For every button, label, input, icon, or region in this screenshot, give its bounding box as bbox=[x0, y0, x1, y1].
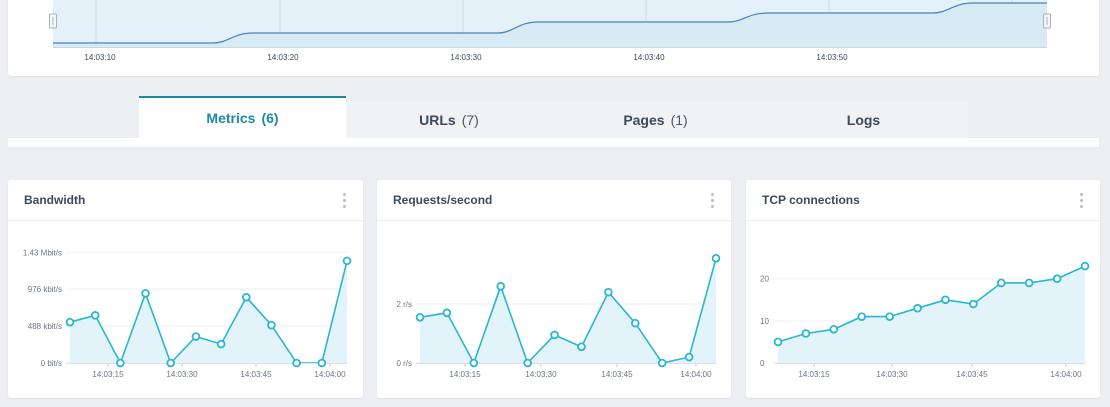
data-point bbox=[65, 317, 75, 327]
data-point bbox=[1080, 261, 1090, 271]
tcp-connections-panel-title: TCP connections bbox=[762, 193, 860, 207]
y-tick-label: 0 bit/s bbox=[41, 359, 62, 368]
y-tick-label: 20 bbox=[760, 275, 769, 284]
data-point bbox=[317, 358, 327, 368]
data-point bbox=[469, 358, 479, 368]
data-point bbox=[342, 256, 352, 266]
series-line bbox=[419, 258, 717, 365]
tab-metrics-label: Metrics bbox=[206, 110, 256, 126]
tab-logs[interactable]: Logs bbox=[759, 101, 968, 138]
series-area bbox=[70, 260, 347, 363]
timeline-tick-label: 14:03:40 bbox=[633, 53, 665, 62]
series-line bbox=[777, 265, 1086, 343]
data-point bbox=[913, 303, 922, 313]
y-tick-label: 488 kbit/s bbox=[28, 322, 62, 331]
data-point bbox=[857, 312, 867, 321]
data-point bbox=[166, 358, 176, 368]
tab-pages-count: (1) bbox=[670, 111, 688, 128]
requests-panel-header: Requests/second bbox=[377, 180, 731, 221]
timeline-tick-label: 14:03:20 bbox=[267, 53, 299, 62]
tabs-underline-strip bbox=[8, 138, 1099, 147]
data-point bbox=[969, 299, 978, 309]
y-tick-label: 2 r/s bbox=[396, 300, 412, 309]
data-point bbox=[267, 320, 276, 330]
x-tick-label: 14:03:30 bbox=[525, 370, 557, 379]
x-tick-label: 14:04:00 bbox=[680, 370, 712, 379]
x-tick-label: 14:03:15 bbox=[449, 370, 481, 379]
data-point bbox=[116, 358, 125, 368]
x-tick-label: 14:03:15 bbox=[798, 370, 830, 379]
tab-urls-label: URLs bbox=[419, 111, 456, 128]
data-point bbox=[292, 358, 301, 368]
data-point bbox=[90, 311, 100, 320]
data-point bbox=[604, 287, 613, 297]
data-point bbox=[241, 292, 251, 302]
y-tick-label: 976 kbit/s bbox=[28, 285, 62, 294]
data-point bbox=[523, 358, 532, 368]
data-point bbox=[550, 330, 559, 340]
y-tick-label: 10 bbox=[760, 317, 769, 326]
tcp-connections-panel: TCP connections 0 10 20 14:03:15 14:03:30 14:… bbox=[746, 180, 1100, 398]
data-point bbox=[141, 289, 150, 298]
bandwidth-chart: 0 bit/s 488 kbit/s 976 kbit/s 1.43 Mbit/s 14… bbox=[23, 248, 352, 379]
timeline-tick-label: 14:03:50 bbox=[816, 53, 848, 62]
data-point bbox=[941, 295, 950, 305]
y-tick-label: 1.43 Mbit/s bbox=[23, 248, 62, 257]
tab-metrics-count: (6) bbox=[261, 110, 279, 126]
tab-pages-label: Pages bbox=[623, 111, 665, 128]
requests-panel-title: Requests/second bbox=[393, 193, 493, 207]
x-tick-label: 14:04:00 bbox=[314, 370, 346, 379]
y-tick-label: 0 r/s bbox=[396, 359, 412, 368]
data-point bbox=[773, 337, 783, 347]
data-point bbox=[996, 278, 1006, 288]
data-point bbox=[496, 282, 506, 291]
timeline-card: 14:03:10 14:03:20 14:03:30 14:03:40 14:03:50 bbox=[8, 0, 1099, 76]
x-tick-label: 14:03:15 bbox=[92, 370, 124, 379]
tab-urls[interactable]: URLs (7) bbox=[346, 101, 552, 138]
y-tick-label: 0 bbox=[760, 359, 765, 368]
data-point bbox=[711, 253, 721, 263]
kebab-menu-icon[interactable] bbox=[1076, 191, 1086, 209]
timeline-area bbox=[53, 3, 1047, 47]
x-tick-label: 14:03:45 bbox=[956, 370, 988, 379]
data-point bbox=[577, 342, 586, 352]
timeline-tick-label: 14:03:30 bbox=[450, 53, 482, 62]
data-point bbox=[191, 332, 201, 341]
x-tick-label: 14:03:45 bbox=[601, 370, 633, 379]
data-point bbox=[684, 352, 694, 362]
data-point bbox=[885, 312, 894, 321]
tcp-connections-panel-header: TCP connections bbox=[746, 180, 1100, 221]
tab-pages[interactable]: Pages (1) bbox=[552, 101, 759, 138]
data-point bbox=[1024, 278, 1034, 288]
bandwidth-panel-header: Bandwidth bbox=[8, 180, 363, 221]
requests-chart: 0 r/s 2 r/s 14:03:15 14:03:30 14:03:45 14:04:… bbox=[396, 253, 721, 379]
data-point bbox=[829, 324, 839, 334]
tab-urls-count: (7) bbox=[461, 111, 479, 128]
x-tick-label: 14:04:00 bbox=[1050, 370, 1082, 379]
x-tick-label: 14:03:30 bbox=[876, 370, 908, 379]
series-area bbox=[778, 266, 1085, 363]
timeline-line bbox=[53, 2, 1047, 44]
kebab-menu-icon[interactable] bbox=[339, 191, 349, 209]
tcp-connections-chart: 0 10 20 14:03:15 14:03:30 14:03:45 14:04:00 bbox=[760, 261, 1090, 379]
bandwidth-panel-title: Bandwidth bbox=[24, 193, 86, 207]
timeline-tick-label: 14:03:10 bbox=[84, 53, 116, 62]
requests-panel: Requests/second 0 r/s 2 r/s 14:03:15 14:03:… bbox=[377, 180, 731, 398]
kebab-menu-icon[interactable] bbox=[707, 191, 717, 209]
data-point bbox=[1052, 274, 1062, 284]
data-point bbox=[657, 358, 667, 368]
tab-metrics[interactable]: Metrics (6) bbox=[139, 96, 346, 138]
x-tick-label: 14:03:30 bbox=[166, 370, 198, 379]
timeline-chart[interactable]: 14:03:10 14:03:20 14:03:30 14:03:40 14:03:50 bbox=[8, 0, 1099, 80]
x-tick-label: 14:03:45 bbox=[240, 370, 272, 379]
data-point bbox=[630, 318, 640, 328]
data-point bbox=[801, 329, 811, 338]
data-point bbox=[216, 339, 226, 349]
bandwidth-panel: Bandwidth 0 bit/s 488 kbit/s 976 kbit/s 1.4… bbox=[8, 180, 363, 398]
data-point bbox=[415, 312, 425, 322]
series-area bbox=[420, 258, 716, 363]
tab-logs-label: Logs bbox=[846, 111, 881, 128]
data-point bbox=[442, 308, 452, 318]
